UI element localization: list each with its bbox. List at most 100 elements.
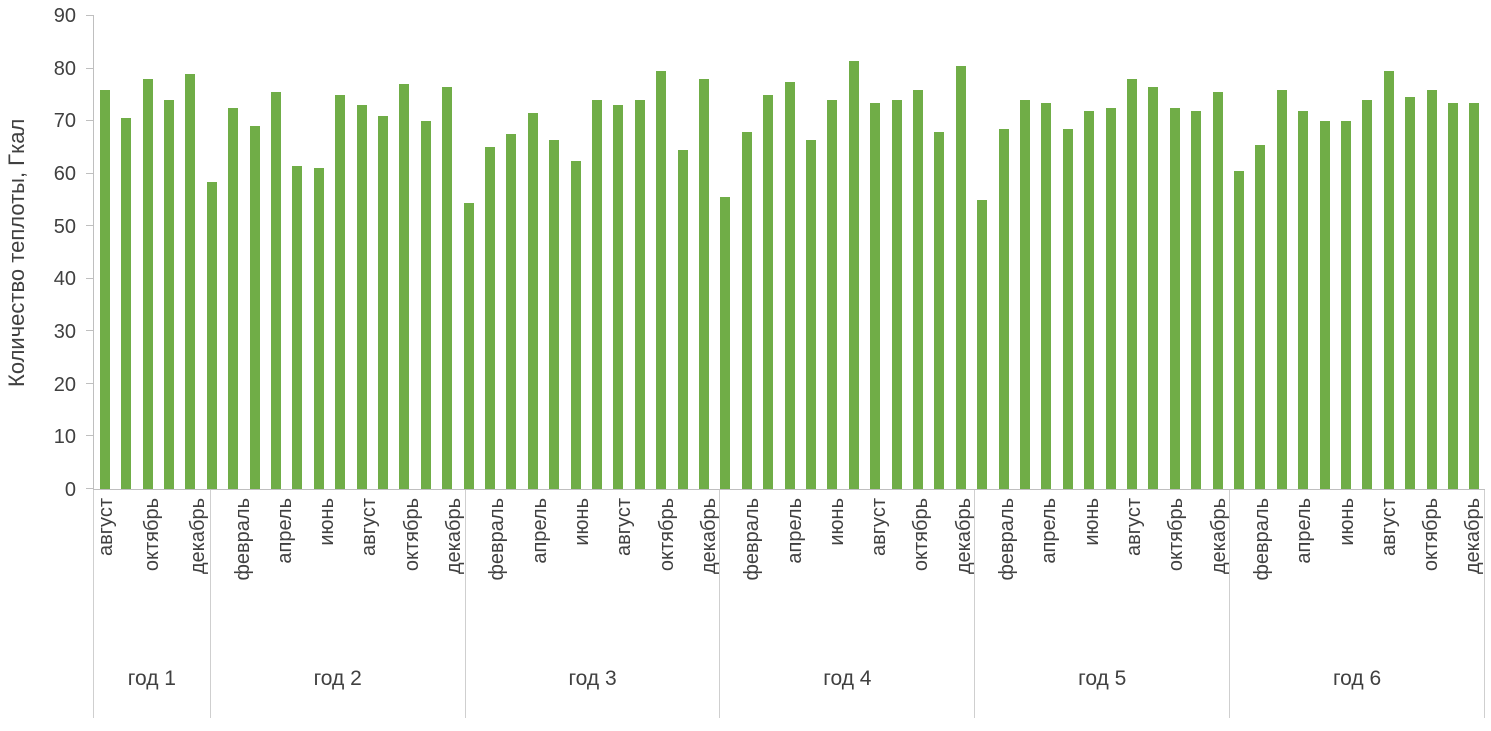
bar-slot — [993, 16, 1014, 489]
bar-group — [971, 16, 1228, 489]
bar-slot — [1357, 16, 1378, 489]
bar — [1255, 144, 1266, 489]
bar-slot — [244, 16, 265, 489]
bar — [163, 100, 174, 489]
y-tick-label: 70 — [53, 110, 76, 133]
x-tick-label: февраль — [996, 498, 1018, 581]
bar — [1105, 107, 1116, 489]
x-tick-slot — [1060, 498, 1081, 644]
bar-slot — [115, 16, 136, 489]
x-tick-label: декабрь — [1462, 498, 1485, 575]
bar-slot — [1250, 16, 1271, 489]
bar — [870, 102, 881, 489]
bar — [591, 100, 602, 489]
bar-slot — [479, 16, 500, 489]
x-tick-label: июнь — [1335, 498, 1358, 546]
bar — [228, 107, 239, 489]
bar — [570, 160, 581, 489]
y-tick-mark — [86, 172, 94, 174]
bar — [613, 105, 624, 489]
x-tick-slot: июнь — [1081, 498, 1102, 644]
x-tick-label: апрель — [274, 498, 296, 564]
bar-slot — [1014, 16, 1035, 489]
bar-slot — [1464, 16, 1485, 489]
bar — [784, 81, 795, 489]
bar-slot — [1036, 16, 1057, 489]
bar-slot — [1143, 16, 1164, 489]
bar-slot — [886, 16, 907, 489]
x-tick-slot — [508, 498, 529, 644]
bar-slot — [1164, 16, 1185, 489]
bar — [506, 134, 517, 489]
x-tick-slot: октябрь — [911, 498, 932, 644]
bar — [1469, 102, 1480, 489]
bar-group — [458, 16, 715, 489]
y-tick-label: 20 — [53, 373, 76, 396]
y-tick-label: 60 — [53, 163, 76, 186]
x-tick-slot — [338, 498, 359, 644]
bar — [805, 139, 816, 489]
y-tick-label: 80 — [53, 57, 76, 80]
x-tick-label: февраль — [231, 498, 254, 581]
year-group-label: год 1 — [127, 667, 176, 690]
x-tick-slot: апрель — [1294, 498, 1315, 644]
x-tick-slot — [1018, 498, 1039, 644]
x-tick-slot: октябрь — [1166, 498, 1187, 644]
bar — [1319, 121, 1330, 489]
bar — [463, 202, 474, 489]
bar-slot — [565, 16, 586, 489]
bar-slot — [265, 16, 286, 489]
y-tick-mark — [86, 120, 94, 122]
bar-slot — [137, 16, 158, 489]
bar — [1405, 97, 1416, 489]
bar — [891, 100, 902, 489]
y-tick-mark — [86, 488, 94, 489]
x-tick-label: июнь — [1081, 498, 1103, 546]
bar-slot — [1121, 16, 1142, 489]
bar — [998, 129, 1009, 489]
bar-slot — [864, 16, 885, 489]
x-tick-slot: декабрь — [187, 498, 210, 644]
x-tick-slot — [1272, 498, 1293, 644]
x-tick-label: декабрь — [698, 498, 720, 575]
x-tick-slot: декабрь — [1463, 498, 1484, 644]
x-tick-slot: август — [1378, 498, 1399, 644]
x-tick-slot: февраль — [1251, 498, 1272, 644]
x-tick-slot — [1357, 498, 1378, 644]
bar-slot — [501, 16, 522, 489]
x-tick-slot — [380, 498, 401, 644]
bar-slot — [94, 16, 115, 489]
bar — [399, 84, 410, 489]
bar — [549, 139, 560, 489]
x-tick-slot — [847, 498, 868, 644]
bar-slot — [779, 16, 800, 489]
bar — [1084, 110, 1095, 489]
x-tick-slot — [163, 498, 186, 644]
bar — [763, 94, 774, 489]
bar-slot — [800, 16, 821, 489]
bar — [1019, 100, 1030, 489]
bar — [934, 131, 945, 489]
bar — [977, 199, 988, 489]
bar-slot — [586, 16, 607, 489]
bar — [741, 131, 752, 489]
x-tick-slot — [117, 498, 140, 644]
y-tick-label: 10 — [53, 426, 76, 449]
x-tick-slot: август — [614, 498, 635, 644]
x-tick-slot — [635, 498, 656, 644]
bar — [185, 73, 196, 489]
bar-slot — [1292, 16, 1313, 489]
bar — [1426, 89, 1437, 489]
bar — [1362, 100, 1373, 489]
bar — [698, 79, 709, 489]
x-tick-label: октябрь — [1420, 498, 1442, 572]
bar — [848, 60, 859, 489]
bar — [142, 79, 153, 489]
bar — [292, 165, 303, 489]
x-tick-slot: апрель — [784, 498, 805, 644]
bar — [356, 105, 367, 489]
bar-slot — [907, 16, 928, 489]
bar-slot — [1228, 16, 1249, 489]
x-tick-slot — [422, 498, 443, 644]
x-tick-slot: октябрь — [401, 498, 422, 644]
